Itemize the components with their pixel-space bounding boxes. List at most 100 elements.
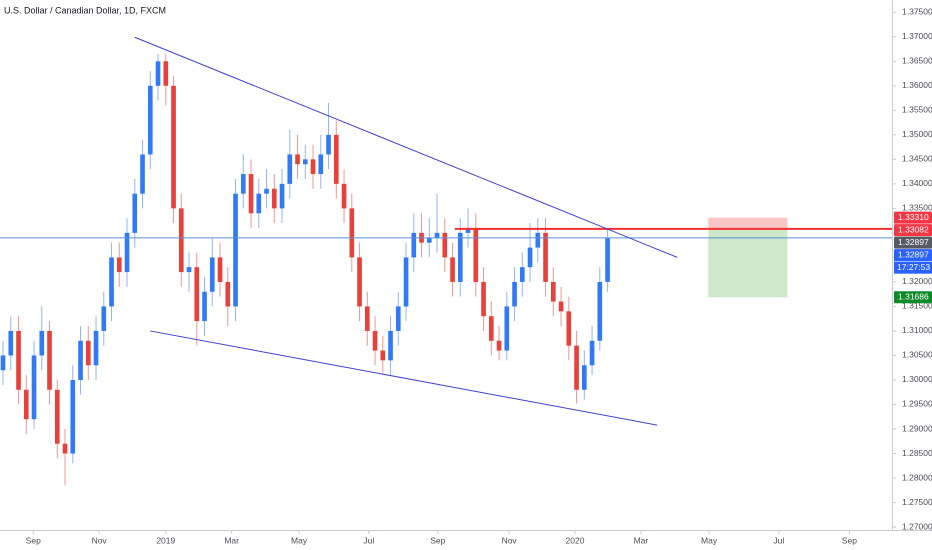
candle-body (395, 306, 401, 331)
y-tick-label: 1.29500 (902, 399, 932, 409)
candle-body (279, 183, 285, 209)
target-zone (708, 228, 788, 298)
y-tick-label: 1.37500 (902, 7, 932, 17)
candle-body (70, 379, 76, 454)
candle-body (233, 193, 238, 307)
candle-body (589, 340, 595, 366)
candle-body (318, 154, 324, 175)
candle-body (209, 257, 215, 292)
y-tick-label: 1.30500 (902, 350, 932, 360)
candle-body (527, 247, 533, 268)
price-tag (894, 211, 932, 224)
candle-body (16, 330, 21, 390)
y-tick-label: 1.33500 (902, 203, 932, 213)
candle-body (116, 257, 122, 273)
candle-body (473, 227, 479, 282)
candle-body (287, 154, 293, 184)
candle-body (202, 291, 207, 322)
y-tick-label: 1.27500 (902, 497, 932, 507)
price-tag-label: 1.33082 (898, 224, 929, 234)
candle-body (496, 340, 502, 351)
candle-body (519, 267, 525, 282)
x-tick-label: May (291, 535, 308, 545)
candle-body (457, 232, 463, 282)
candle-body (178, 208, 184, 273)
candle-body (465, 227, 471, 233)
candle-body (512, 281, 517, 307)
candle-body (411, 232, 417, 258)
price-tag-label: 1.32897 (898, 237, 929, 247)
price-tag (894, 291, 932, 304)
candle-body (140, 154, 145, 194)
candle-body (163, 61, 169, 86)
candle-body (364, 306, 370, 331)
candle-body (504, 306, 510, 351)
candle-body (225, 281, 231, 307)
candle-body (271, 188, 277, 209)
candle-body (109, 257, 114, 307)
candle-body (264, 188, 269, 194)
candle-body (124, 232, 130, 273)
countdown-label: 17:27:53 (897, 262, 930, 272)
x-tick-label: Jul (363, 535, 374, 545)
x-tick-label: 2019 (156, 535, 175, 545)
candle-body (581, 365, 587, 390)
x-tick-label: May (701, 535, 718, 545)
candle-body (543, 232, 548, 282)
candle-body (450, 257, 455, 282)
trendline (149, 330, 658, 426)
candle-body (39, 330, 45, 356)
y-tick-label: 1.37000 (902, 31, 932, 41)
x-tick-label: Mar (634, 535, 649, 545)
candle-body (240, 174, 246, 194)
candle-body (550, 281, 556, 302)
candle-body (372, 330, 378, 351)
chart-title: U.S. Dollar / Canadian Dollar, 1D, FXCM (4, 5, 166, 15)
candle-body (403, 257, 409, 307)
price-tag (894, 236, 932, 249)
candle-body (326, 134, 331, 155)
candle-body (85, 340, 91, 366)
candle-body (558, 301, 564, 312)
candle-body (535, 232, 541, 248)
candle-body (333, 134, 339, 184)
candle-body (481, 281, 486, 317)
countdown-tag (894, 261, 932, 274)
candle-body (23, 389, 29, 420)
x-tick-label: Mar (224, 535, 239, 545)
x-tick-label: Nov (502, 535, 518, 545)
candle-body (101, 306, 107, 331)
y-tick-label: 1.34000 (902, 178, 932, 188)
candle-body (574, 345, 579, 390)
candle-body (388, 330, 393, 361)
price-tag-label: 1.33310 (898, 212, 929, 222)
candle-body (256, 193, 262, 214)
y-tick-label: 1.28500 (902, 448, 932, 458)
candle-body (54, 389, 60, 444)
candle-body (186, 267, 192, 273)
candle-body (488, 316, 494, 341)
candle-body (434, 232, 440, 238)
y-tick-label: 1.36000 (902, 80, 932, 90)
y-tick-label: 1.34500 (902, 154, 932, 164)
candle-body (171, 85, 176, 209)
candle-body (0, 355, 6, 371)
candle-body (349, 208, 355, 258)
candle-body (8, 330, 14, 356)
candle-body (380, 350, 386, 361)
candle-body (62, 443, 68, 454)
stop-zone (708, 217, 788, 229)
x-tick-label: 2020 (566, 535, 585, 545)
x-tick-label: Sep (26, 535, 41, 545)
candle-body (310, 159, 316, 175)
candle-body (147, 85, 153, 155)
candle-body (47, 330, 52, 390)
y-tick-label: 1.32000 (902, 276, 932, 286)
y-tick-label: 1.28000 (902, 472, 932, 482)
candle-body (295, 154, 300, 165)
price-tag (894, 249, 932, 262)
candle-body (132, 193, 138, 233)
